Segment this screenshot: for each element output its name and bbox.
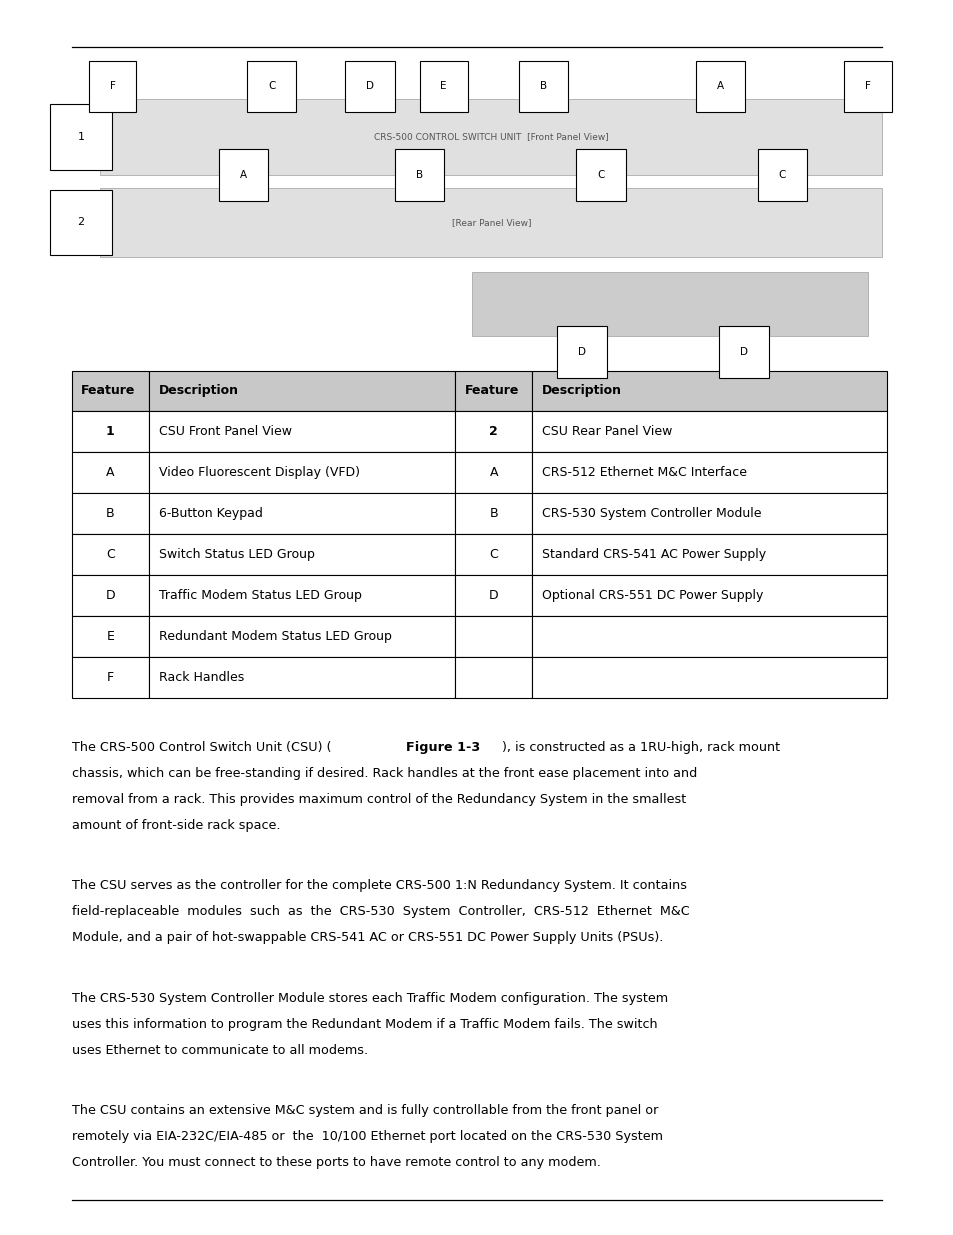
Bar — [100, 99, 882, 175]
Text: Description: Description — [158, 384, 238, 398]
Text: removal from a rack. This provides maximum control of the Redundancy System in t: removal from a rack. This provides maxim… — [71, 793, 685, 806]
Text: Rack Handles: Rack Handles — [158, 671, 244, 684]
Text: E: E — [440, 82, 446, 91]
Bar — [71, 535, 149, 576]
Text: The CSU contains an extensive M&C system and is fully controllable from the fron: The CSU contains an extensive M&C system… — [71, 1104, 658, 1118]
Text: field-replaceable  modules  such  as  the  CRS-530  System  Controller,  CRS-512: field-replaceable modules such as the CR… — [71, 905, 689, 919]
Text: Video Fluorescent Display (VFD): Video Fluorescent Display (VFD) — [158, 467, 359, 479]
Text: Figure 1-3: Figure 1-3 — [406, 741, 480, 755]
Text: Switch Status LED Group: Switch Status LED Group — [158, 548, 314, 561]
Text: A: A — [239, 170, 247, 180]
Text: 2: 2 — [77, 217, 85, 227]
Bar — [71, 576, 149, 616]
Text: 2: 2 — [489, 425, 497, 438]
Bar — [532, 493, 886, 535]
Bar — [455, 452, 532, 493]
Bar — [71, 452, 149, 493]
Text: 1: 1 — [106, 425, 114, 438]
Text: Description: Description — [541, 384, 621, 398]
Bar — [455, 493, 532, 535]
Bar — [149, 576, 455, 616]
Text: B: B — [106, 508, 114, 520]
Text: B: B — [489, 508, 497, 520]
Text: Redundant Modem Status LED Group: Redundant Modem Status LED Group — [158, 630, 391, 643]
Bar — [149, 535, 455, 576]
Text: ), is constructed as a 1RU-high, rack mount: ), is constructed as a 1RU-high, rack mo… — [501, 741, 780, 755]
Text: Controller. You must connect to these ports to have remote control to any modem.: Controller. You must connect to these po… — [71, 1156, 599, 1170]
Bar — [532, 535, 886, 576]
Text: B: B — [416, 170, 423, 180]
Bar — [71, 616, 149, 657]
Bar — [71, 370, 149, 411]
Bar — [100, 188, 882, 257]
Text: The CRS-500 Control Switch Unit (CSU) (: The CRS-500 Control Switch Unit (CSU) ( — [71, 741, 331, 755]
Bar — [532, 370, 886, 411]
Text: C: C — [778, 170, 785, 180]
Text: F: F — [107, 671, 113, 684]
Text: D: D — [488, 589, 498, 601]
Bar — [455, 576, 532, 616]
Text: C: C — [106, 548, 114, 561]
Text: D: D — [106, 589, 115, 601]
Text: C: C — [597, 170, 604, 180]
Text: F: F — [110, 82, 115, 91]
Bar — [532, 452, 886, 493]
Text: D: D — [366, 82, 374, 91]
Text: CSU Rear Panel View: CSU Rear Panel View — [541, 425, 672, 438]
Text: The CRS-530 System Controller Module stores each Traffic Modem configuration. Th: The CRS-530 System Controller Module sto… — [71, 992, 667, 1005]
Bar — [149, 370, 455, 411]
Bar — [532, 411, 886, 452]
Text: 6-Button Keypad: 6-Button Keypad — [158, 508, 262, 520]
Text: CRS-530 System Controller Module: CRS-530 System Controller Module — [541, 508, 760, 520]
Text: A: A — [716, 82, 723, 91]
Text: Module, and a pair of hot-swappable CRS-541 AC or CRS-551 DC Power Supply Units : Module, and a pair of hot-swappable CRS-… — [71, 931, 662, 945]
Bar — [71, 411, 149, 452]
Text: Optional CRS-551 DC Power Supply: Optional CRS-551 DC Power Supply — [541, 589, 762, 601]
Text: remotely via EIA-232C/EIA-485 or  the  10/100 Ethernet port located on the CRS-5: remotely via EIA-232C/EIA-485 or the 10/… — [71, 1130, 661, 1144]
Text: amount of front-side rack space.: amount of front-side rack space. — [71, 819, 280, 832]
Bar — [532, 657, 886, 698]
Bar — [455, 411, 532, 452]
Text: Traffic Modem Status LED Group: Traffic Modem Status LED Group — [158, 589, 361, 601]
Text: C: C — [268, 82, 275, 91]
Bar — [455, 535, 532, 576]
Text: CRS-512 Ethernet M&C Interface: CRS-512 Ethernet M&C Interface — [541, 467, 746, 479]
Bar — [532, 616, 886, 657]
Bar — [149, 452, 455, 493]
Text: Feature: Feature — [81, 384, 135, 398]
Bar — [455, 370, 532, 411]
Bar — [149, 616, 455, 657]
Text: CSU Front Panel View: CSU Front Panel View — [158, 425, 292, 438]
Text: D: D — [740, 347, 747, 357]
Bar — [71, 493, 149, 535]
Text: B: B — [539, 82, 547, 91]
Text: 1: 1 — [77, 132, 85, 142]
Text: uses this information to program the Redundant Modem if a Traffic Modem fails. T: uses this information to program the Red… — [71, 1018, 657, 1031]
Bar — [532, 576, 886, 616]
Bar — [149, 411, 455, 452]
Text: A: A — [106, 467, 114, 479]
Bar — [472, 272, 867, 336]
Bar — [455, 616, 532, 657]
Text: E: E — [106, 630, 114, 643]
Bar — [71, 657, 149, 698]
Text: Standard CRS-541 AC Power Supply: Standard CRS-541 AC Power Supply — [541, 548, 765, 561]
Text: [Rear Panel View]: [Rear Panel View] — [451, 217, 531, 227]
Text: CRS-500 CONTROL SWITCH UNIT  [Front Panel View]: CRS-500 CONTROL SWITCH UNIT [Front Panel… — [374, 132, 608, 142]
Bar — [149, 657, 455, 698]
Bar — [455, 657, 532, 698]
Text: A: A — [489, 467, 497, 479]
Text: C: C — [489, 548, 497, 561]
Text: uses Ethernet to communicate to all modems.: uses Ethernet to communicate to all mode… — [71, 1044, 367, 1057]
Bar — [149, 493, 455, 535]
Text: The CSU serves as the controller for the complete CRS-500 1:N Redundancy System.: The CSU serves as the controller for the… — [71, 879, 686, 893]
Text: Feature: Feature — [464, 384, 518, 398]
Text: F: F — [864, 82, 870, 91]
Text: D: D — [578, 347, 585, 357]
Text: chassis, which can be free-standing if desired. Rack handles at the front ease p: chassis, which can be free-standing if d… — [71, 767, 696, 781]
